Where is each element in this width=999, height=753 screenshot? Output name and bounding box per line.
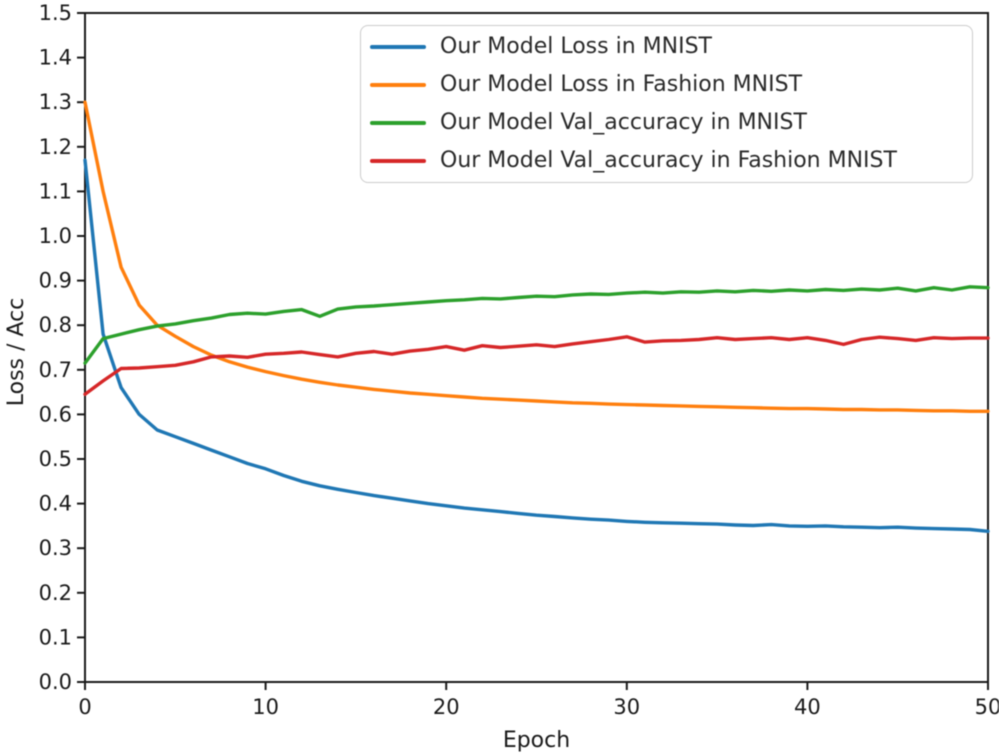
series-line-1	[83, 100, 990, 413]
y-tick-label: 0.0	[39, 670, 72, 694]
y-tick-label: 0.4	[39, 492, 72, 516]
legend-item-2: Our Model Val_accuracy in MNIST	[370, 104, 972, 141]
y-tick-label: 1.0	[39, 224, 72, 248]
legend: Our Model Loss in MNIST Our Model Loss in…	[360, 25, 973, 183]
legend-item-1: Our Model Loss in Fashion MNIST	[370, 67, 972, 104]
legend-label: Our Model Loss in MNIST	[440, 34, 712, 60]
legend-item-3: Our Model Val_accuracy in Fashion MNIST	[370, 142, 972, 179]
legend-line-swatch	[370, 83, 426, 88]
y-tick-label: 0.3	[39, 536, 72, 560]
y-axis-label: Loss / Acc	[4, 298, 29, 407]
y-tick-label: 1.2	[39, 135, 72, 159]
x-tick-label: 30	[613, 695, 640, 719]
y-tick-label: 0.6	[39, 402, 72, 426]
x-tick-label: 10	[252, 695, 279, 719]
legend-line-swatch	[370, 120, 426, 125]
x-tick-label: 20	[433, 695, 460, 719]
legend-line-swatch	[370, 45, 426, 50]
y-tick-label: 0.1	[39, 625, 72, 649]
y-tick-label: 0.9	[39, 269, 72, 293]
x-tick-label: 0	[78, 695, 91, 719]
y-tick-label: 1.1	[39, 179, 72, 203]
series-line-0	[83, 158, 990, 533]
y-tick-label: 1.5	[39, 1, 72, 25]
y-tick-label: 1.3	[39, 90, 72, 114]
legend-label: Our Model Loss in Fashion MNIST	[440, 72, 803, 98]
y-tick-label: 0.5	[39, 447, 72, 471]
plot-border	[84, 12, 989, 683]
x-tick-label: 50	[975, 695, 999, 719]
y-tick-label: 0.8	[39, 313, 72, 337]
legend-item-0: Our Model Loss in MNIST	[370, 29, 972, 66]
series-line-3	[83, 335, 990, 396]
x-axis-label: Epoch	[503, 728, 570, 753]
series-line-2	[83, 285, 990, 365]
legend-line-swatch	[370, 158, 426, 163]
y-tick-label: 1.4	[39, 46, 72, 70]
y-tick-label: 0.2	[39, 581, 72, 605]
x-tick-label: 40	[794, 695, 821, 719]
y-tick-label: 0.7	[39, 358, 72, 382]
legend-label: Our Model Val_accuracy in Fashion MNIST	[440, 147, 897, 173]
legend-label: Our Model Val_accuracy in MNIST	[440, 109, 807, 135]
